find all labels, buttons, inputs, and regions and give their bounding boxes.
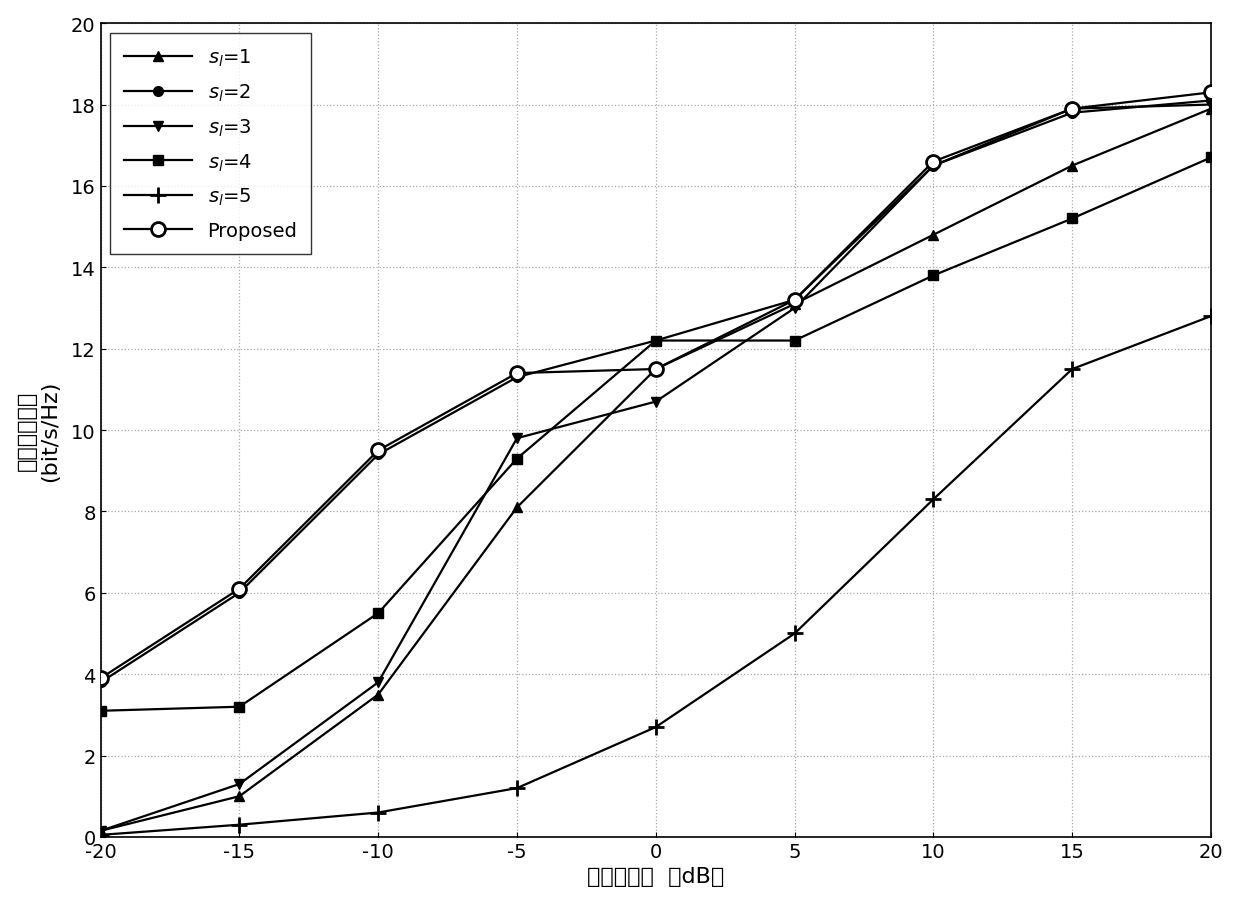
$s_l$=1 — [787, 299, 802, 310]
$s_l$=3 — [787, 303, 802, 314]
$s_l$=2 — [649, 336, 663, 347]
Y-axis label: 有效频谱效率
(bit/s/Hz): 有效频谱效率 (bit/s/Hz) — [16, 380, 60, 481]
$s_l$=3 — [93, 825, 108, 836]
Proposed — [232, 583, 247, 594]
$s_l$=1 — [1204, 104, 1219, 115]
X-axis label: 输入信噪比  （dB）: 输入信噪比 （dB） — [588, 866, 724, 887]
$s_l$=2 — [926, 161, 941, 172]
$s_l$=5 — [1204, 312, 1219, 322]
$s_l$=5 — [787, 628, 802, 639]
Line: $s_l$=5: $s_l$=5 — [93, 309, 1219, 842]
$s_l$=1 — [232, 791, 247, 802]
Legend: $s_l$=1, $s_l$=2, $s_l$=3, $s_l$=4, $s_l$=5, Proposed: $s_l$=1, $s_l$=2, $s_l$=3, $s_l$=4, $s_l… — [110, 33, 311, 255]
$s_l$=1 — [926, 230, 941, 241]
$s_l$=5 — [93, 830, 108, 841]
Line: $s_l$=4: $s_l$=4 — [95, 154, 1216, 716]
$s_l$=1 — [510, 502, 525, 513]
$s_l$=4 — [787, 336, 802, 347]
$s_l$=3 — [1065, 104, 1080, 115]
Proposed — [510, 368, 525, 379]
Line: $s_l$=2: $s_l$=2 — [95, 97, 1216, 687]
$s_l$=4 — [926, 271, 941, 282]
Proposed — [1204, 88, 1219, 98]
$s_l$=5 — [371, 807, 386, 818]
$s_l$=1 — [1065, 161, 1080, 172]
$s_l$=3 — [510, 433, 525, 444]
$s_l$=5 — [1065, 364, 1080, 375]
$s_l$=2 — [93, 677, 108, 688]
Proposed — [1065, 104, 1080, 115]
$s_l$=4 — [649, 336, 663, 347]
$s_l$=5 — [649, 721, 663, 732]
$s_l$=2 — [1065, 108, 1080, 119]
Line: $s_l$=1: $s_l$=1 — [95, 105, 1216, 836]
Line: $s_l$=3: $s_l$=3 — [95, 100, 1216, 836]
$s_l$=5 — [232, 819, 247, 830]
$s_l$=2 — [787, 295, 802, 306]
$s_l$=1 — [371, 689, 386, 700]
$s_l$=2 — [510, 372, 525, 383]
$s_l$=3 — [926, 161, 941, 172]
Line: Proposed: Proposed — [94, 87, 1218, 685]
$s_l$=2 — [371, 450, 386, 461]
$s_l$=4 — [510, 453, 525, 464]
Proposed — [787, 295, 802, 306]
$s_l$=3 — [371, 677, 386, 688]
$s_l$=2 — [232, 588, 247, 599]
$s_l$=1 — [93, 825, 108, 836]
Proposed — [371, 445, 386, 456]
Proposed — [649, 364, 663, 375]
$s_l$=4 — [371, 608, 386, 619]
$s_l$=3 — [1204, 100, 1219, 111]
$s_l$=4 — [1065, 214, 1080, 225]
$s_l$=2 — [1204, 96, 1219, 107]
$s_l$=1 — [649, 364, 663, 375]
$s_l$=4 — [93, 705, 108, 716]
$s_l$=5 — [926, 494, 941, 505]
$s_l$=4 — [232, 702, 247, 712]
$s_l$=4 — [1204, 153, 1219, 163]
$s_l$=3 — [649, 396, 663, 407]
Proposed — [93, 673, 108, 684]
$s_l$=5 — [510, 783, 525, 794]
Proposed — [926, 157, 941, 168]
$s_l$=3 — [232, 778, 247, 789]
